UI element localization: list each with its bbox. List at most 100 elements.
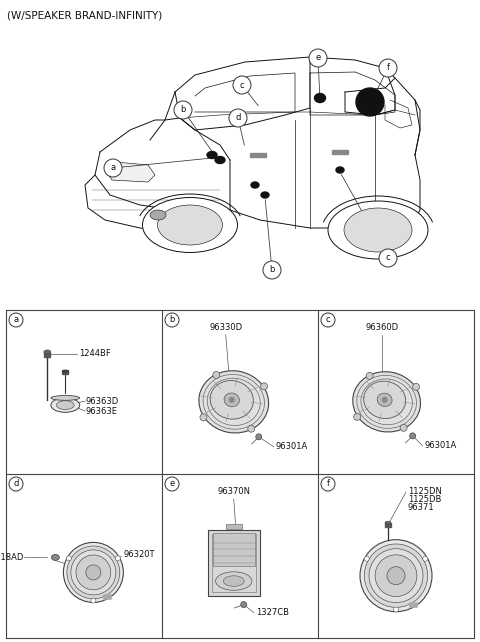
Circle shape (309, 49, 327, 67)
Circle shape (256, 434, 262, 440)
Bar (44, 352, 50, 357)
Text: f: f (326, 480, 329, 489)
Ellipse shape (251, 182, 259, 188)
Ellipse shape (207, 152, 217, 159)
Circle shape (400, 424, 407, 431)
Text: 1327CB: 1327CB (256, 608, 289, 617)
Circle shape (174, 101, 192, 119)
Circle shape (66, 556, 72, 561)
Text: c: c (240, 80, 244, 89)
Text: 96360D: 96360D (365, 324, 398, 333)
Text: 1125DN: 1125DN (408, 487, 442, 496)
Circle shape (71, 550, 116, 595)
Text: d: d (235, 114, 240, 123)
Text: 96301A: 96301A (425, 441, 457, 450)
Bar (212, 534, 256, 591)
Text: a: a (13, 315, 19, 324)
Text: c: c (326, 315, 330, 324)
Circle shape (364, 544, 428, 607)
Bar (103, 594, 111, 599)
Circle shape (423, 556, 428, 561)
Circle shape (67, 546, 120, 599)
Text: (W/SPEAKER BRAND-INFINITY): (W/SPEAKER BRAND-INFINITY) (7, 10, 162, 20)
Ellipse shape (261, 192, 269, 198)
Ellipse shape (51, 555, 60, 560)
Ellipse shape (51, 398, 80, 412)
Ellipse shape (328, 201, 428, 259)
Text: b: b (169, 315, 175, 324)
Circle shape (321, 313, 335, 327)
Text: 1125DB: 1125DB (408, 496, 442, 505)
Ellipse shape (150, 210, 166, 220)
Circle shape (63, 542, 123, 602)
Circle shape (248, 425, 255, 432)
Circle shape (354, 413, 360, 421)
Bar (208, 530, 260, 596)
Circle shape (366, 372, 373, 379)
Bar (213, 533, 255, 566)
Circle shape (229, 109, 247, 127)
Circle shape (379, 249, 397, 267)
Circle shape (321, 477, 335, 491)
Circle shape (261, 383, 267, 390)
Text: e: e (169, 480, 175, 489)
Circle shape (382, 397, 388, 403)
Text: e: e (315, 53, 321, 62)
Polygon shape (105, 162, 155, 182)
Bar (332, 150, 348, 154)
Circle shape (409, 433, 416, 439)
Circle shape (9, 313, 23, 327)
Circle shape (165, 477, 179, 491)
Circle shape (369, 549, 423, 603)
Ellipse shape (385, 521, 391, 524)
Bar (62, 370, 68, 374)
Text: d: d (13, 480, 19, 489)
Ellipse shape (336, 167, 344, 173)
Ellipse shape (223, 576, 244, 586)
Bar (226, 524, 242, 528)
Circle shape (356, 88, 384, 116)
Circle shape (233, 76, 251, 94)
Bar (408, 602, 417, 607)
Text: a: a (110, 164, 116, 173)
Circle shape (379, 59, 397, 77)
Text: 96301A: 96301A (276, 442, 308, 451)
Bar (250, 153, 266, 157)
Circle shape (229, 397, 235, 403)
Text: 96320T: 96320T (123, 550, 155, 559)
Text: 96371: 96371 (408, 503, 434, 512)
Bar (385, 523, 391, 526)
Circle shape (76, 555, 111, 590)
Circle shape (394, 607, 398, 612)
Circle shape (91, 598, 96, 603)
Circle shape (9, 477, 23, 491)
Ellipse shape (143, 198, 238, 252)
Circle shape (263, 261, 281, 279)
Ellipse shape (57, 401, 74, 410)
Ellipse shape (157, 205, 223, 245)
Ellipse shape (344, 208, 412, 252)
Circle shape (115, 556, 120, 561)
Ellipse shape (210, 381, 253, 419)
Text: 1018AD: 1018AD (0, 553, 23, 562)
Circle shape (360, 540, 432, 612)
Circle shape (213, 372, 220, 379)
Ellipse shape (377, 393, 392, 406)
Text: 96363D: 96363D (85, 397, 119, 406)
Ellipse shape (224, 393, 240, 406)
Circle shape (200, 414, 207, 421)
Ellipse shape (215, 157, 225, 164)
Ellipse shape (44, 350, 51, 354)
Text: 96330D: 96330D (209, 324, 242, 333)
Ellipse shape (51, 395, 80, 401)
Circle shape (387, 567, 405, 585)
Ellipse shape (353, 372, 420, 432)
Text: b: b (180, 105, 186, 114)
Circle shape (413, 383, 420, 390)
Circle shape (104, 159, 122, 177)
Text: 96363E: 96363E (85, 406, 117, 415)
Circle shape (165, 313, 179, 327)
Circle shape (241, 602, 247, 607)
Ellipse shape (364, 381, 406, 419)
Ellipse shape (314, 94, 325, 103)
